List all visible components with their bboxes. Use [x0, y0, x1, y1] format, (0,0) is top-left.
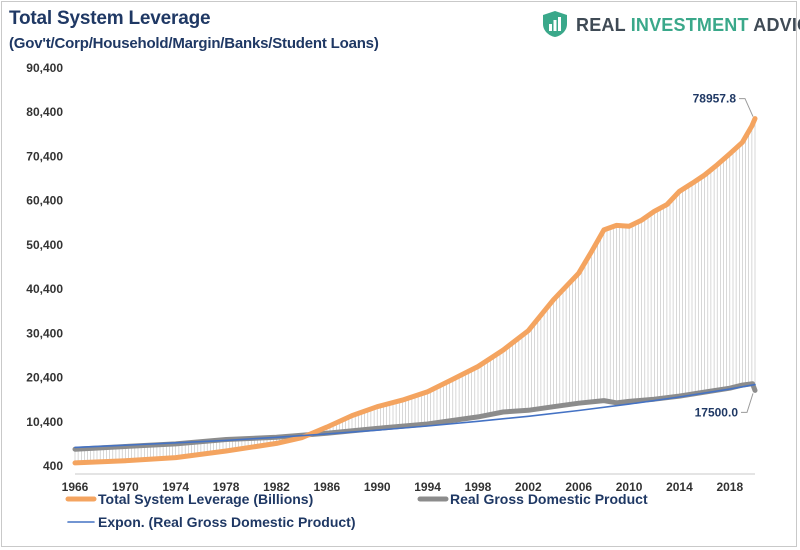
legend-label-1: Real Gross Domestic Product — [450, 491, 648, 507]
legend-label-2: Expon. (Real Gross Domestic Product) — [98, 514, 356, 530]
x-tick-label: 1978 — [213, 480, 240, 494]
x-tick-label: 2006 — [565, 480, 592, 494]
annotation-max-label: 78957.8 — [693, 92, 737, 106]
x-tick-label: 1970 — [112, 480, 139, 494]
y-tick-label: 80,400 — [26, 105, 63, 119]
drop-lines — [74, 118, 756, 463]
x-tick-label: 2014 — [666, 480, 693, 494]
x-tick-label: 1986 — [314, 480, 341, 494]
x-axis: 1966 1970 1974 1978 1982 1986 1990 1994 1998 2002… — [62, 473, 755, 494]
y-tick-label: 10,400 — [26, 415, 63, 429]
brand-logo: REAL INVESTMENT ADVICE — [542, 10, 800, 40]
brand-word-investment: INVESTMENT — [630, 15, 749, 35]
legend-label-0: Total System Leverage (Billions) — [98, 491, 313, 507]
x-tick-label: 1998 — [465, 480, 492, 494]
brand-word-advice: ADVICE — [753, 15, 800, 35]
chart-subtitle: (Gov't/Corp/Household/Margin/Banks/Stude… — [9, 35, 379, 52]
series-line-2 — [74, 383, 756, 449]
x-tick-label: 2010 — [616, 480, 643, 494]
x-tick-label: 1966 — [62, 480, 89, 494]
y-tick-label: 60,400 — [26, 194, 63, 208]
series-layer — [72, 116, 758, 466]
y-tick-label: 30,400 — [26, 326, 63, 340]
x-tick-label: 2002 — [515, 480, 542, 494]
y-axis: 400 10,400 20,400 30,400 40,400 50,400 60,400 7… — [26, 61, 63, 473]
annotation-last-label: 17500.0 — [695, 405, 739, 419]
x-tick-label: 1990 — [364, 480, 391, 494]
y-tick-label: 20,400 — [26, 371, 63, 385]
brand-word-real: REAL — [576, 15, 626, 35]
annotation-leader-line — [739, 98, 754, 117]
x-tick-label: 1994 — [414, 480, 441, 494]
y-tick-label: 90,400 — [26, 61, 63, 75]
chart-title: Total System Leverage — [9, 8, 211, 29]
annotation-leader-line — [741, 393, 754, 413]
x-tick-label: 2018 — [716, 480, 743, 494]
annotations: 78957.8 17500.0 — [693, 92, 754, 419]
y-tick-label: 50,400 — [26, 238, 63, 252]
x-tick-label: 1982 — [263, 480, 290, 494]
y-tick-label: 400 — [43, 459, 63, 473]
y-tick-label: 70,400 — [26, 149, 63, 163]
y-tick-label: 40,400 — [26, 282, 63, 296]
brand-name: REAL INVESTMENT ADVICE — [576, 15, 800, 36]
brand-shield-icon — [543, 11, 567, 37]
x-tick-label: 1974 — [162, 480, 189, 494]
legend: Total System Leverage (Billions) Real Gro… — [65, 491, 648, 530]
